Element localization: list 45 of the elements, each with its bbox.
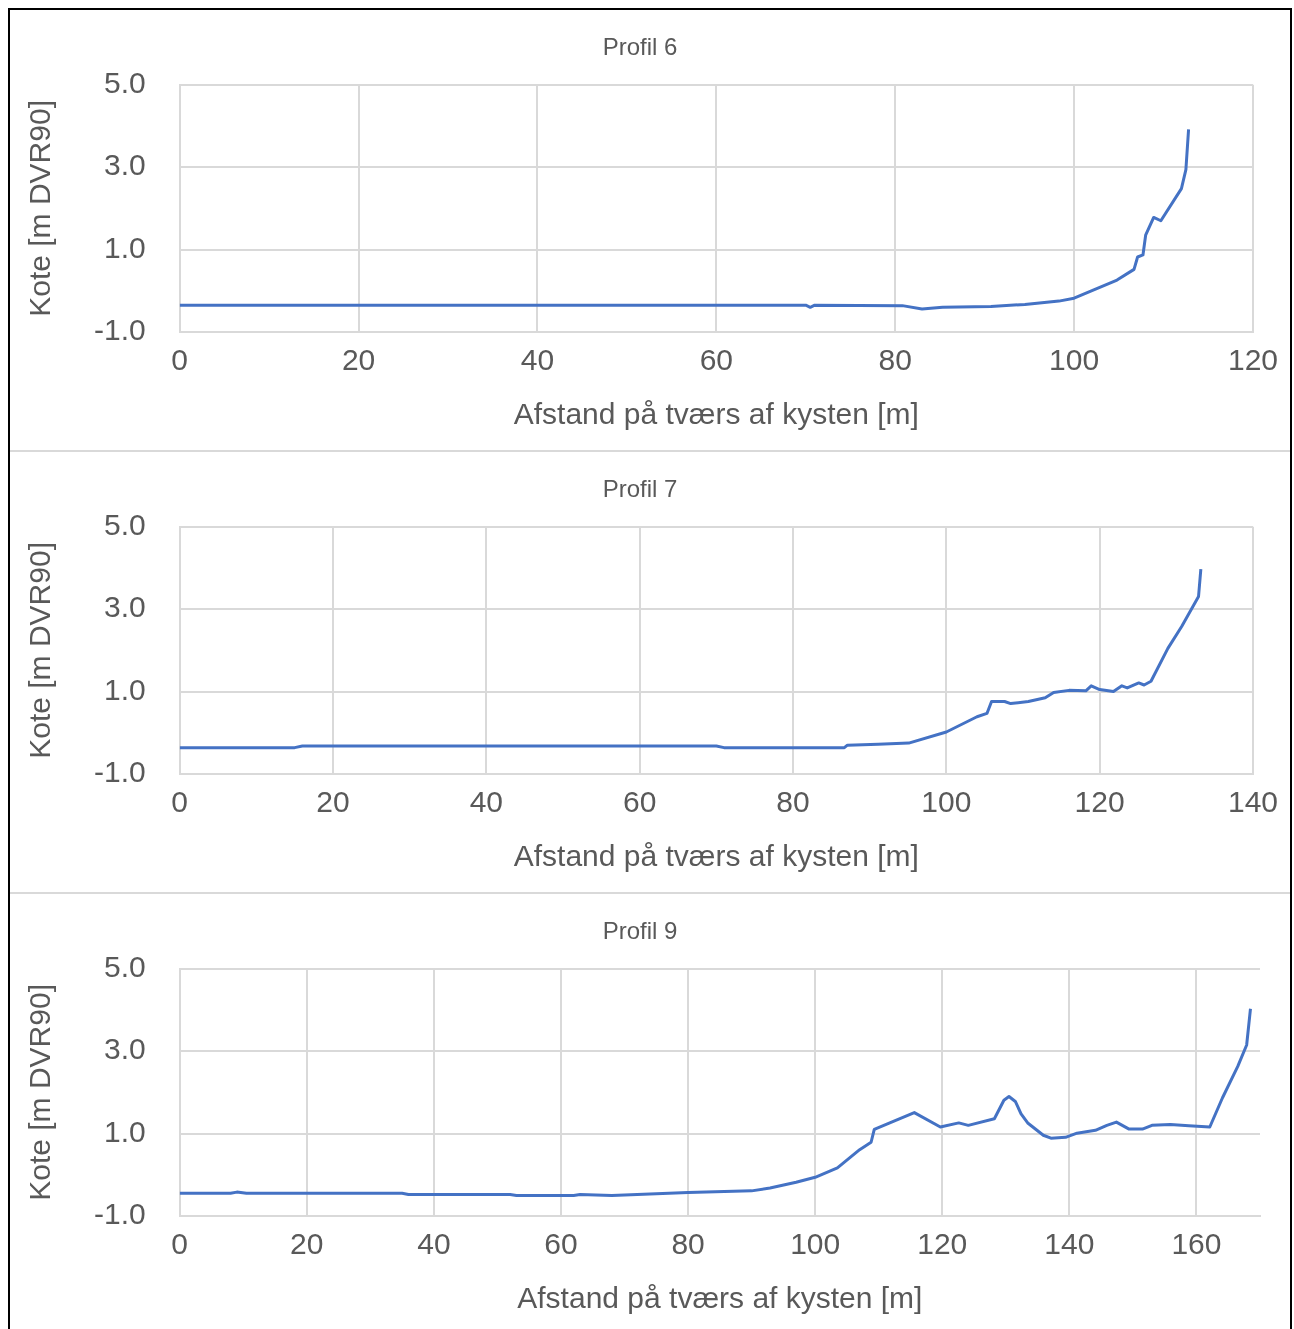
- x-tick-label: 60: [699, 343, 734, 377]
- y-tick-label: 5.0: [103, 950, 146, 984]
- x-tick-label: 140: [1044, 1227, 1095, 1261]
- chart-title: Profil 9: [602, 917, 678, 945]
- y-axis-title: Kote [m DVR90]: [23, 100, 57, 317]
- y-tick-label: 3.0: [103, 590, 146, 624]
- y-tick-label: 5.0: [103, 508, 146, 542]
- y-tick-label: -1.0: [93, 1197, 146, 1231]
- x-tick-label: 100: [921, 785, 972, 819]
- x-tick-label: 140: [1227, 785, 1278, 819]
- x-tick-label: 120: [917, 1227, 968, 1261]
- y-tick-label: -1.0: [93, 313, 146, 347]
- y-tick-label: 1.0: [103, 672, 146, 706]
- y-tick-label: 5.0: [103, 66, 146, 100]
- y-tick-label: 3.0: [103, 148, 146, 182]
- x-tick-label: 120: [1227, 343, 1278, 377]
- x-axis-title: Afstand på tværs af kysten [m]: [513, 839, 919, 873]
- x-tick-label: 80: [878, 343, 912, 377]
- x-tick-label: 100: [1049, 343, 1100, 377]
- x-tick-label: 40: [469, 785, 504, 819]
- y-tick-label: 1.0: [103, 230, 146, 264]
- y-axis-title: Kote [m DVR90]: [23, 984, 57, 1201]
- x-tick-label: 20: [290, 1227, 324, 1261]
- x-tick-label: 60: [622, 785, 657, 819]
- x-tick-label: 0: [171, 1227, 189, 1261]
- x-tick-label: 0: [171, 785, 189, 819]
- x-tick-label: 40: [417, 1227, 451, 1261]
- x-tick-label: 80: [671, 1227, 705, 1261]
- x-axis-title: Afstand på tværs af kysten [m]: [513, 397, 919, 431]
- x-tick-label: 60: [544, 1227, 578, 1261]
- x-axis-title: Afstand på tværs af kysten [m]: [517, 1281, 923, 1315]
- x-tick-label: 80: [776, 785, 810, 819]
- x-tick-label: 120: [1074, 785, 1125, 819]
- x-tick-label: 40: [520, 343, 555, 377]
- x-tick-label: 160: [1171, 1227, 1222, 1261]
- y-axis-title: Kote [m DVR90]: [23, 542, 57, 759]
- x-tick-label: 20: [341, 343, 376, 377]
- x-tick-label: 20: [316, 785, 350, 819]
- chart-title: Profil 6: [602, 33, 678, 61]
- y-tick-label: -1.0: [93, 755, 146, 789]
- chart-title: Profil 7: [602, 475, 678, 503]
- y-tick-label: 1.0: [103, 1114, 146, 1148]
- x-tick-label: 100: [790, 1227, 841, 1261]
- x-tick-label: 0: [171, 343, 189, 377]
- y-tick-label: 3.0: [103, 1032, 146, 1066]
